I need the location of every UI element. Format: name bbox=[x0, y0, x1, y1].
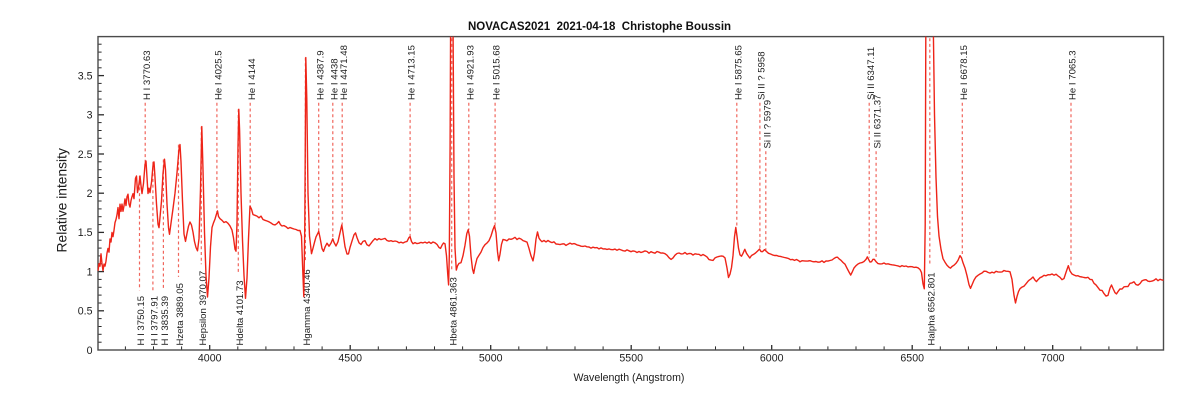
svg-text:0.5: 0.5 bbox=[78, 306, 93, 318]
svg-text:Si II 6371.37: Si II 6371.37 bbox=[873, 95, 884, 149]
svg-text:He I 4144: He I 4144 bbox=[247, 58, 258, 100]
svg-text:He I 4713.15: He I 4713.15 bbox=[407, 45, 418, 100]
svg-text:Relative intensity: Relative intensity bbox=[55, 148, 70, 252]
svg-text:Hepsilon 3970.07: Hepsilon 3970.07 bbox=[198, 271, 209, 346]
svg-text:He I 5875.65: He I 5875.65 bbox=[733, 45, 744, 100]
svg-text:5500: 5500 bbox=[619, 353, 643, 365]
svg-text:H I 3797.91: H I 3797.91 bbox=[150, 296, 161, 346]
svg-text:H I 3770.63: H I 3770.63 bbox=[142, 50, 153, 100]
svg-text:Hdelta 4101.73: Hdelta 4101.73 bbox=[235, 280, 246, 345]
svg-text:0: 0 bbox=[87, 345, 93, 357]
svg-text:Si II 6347.11: Si II 6347.11 bbox=[866, 47, 877, 100]
svg-text:6500: 6500 bbox=[900, 353, 924, 365]
svg-text:He I 7065.3: He I 7065.3 bbox=[1068, 50, 1079, 100]
svg-text:4500: 4500 bbox=[338, 353, 362, 365]
svg-text:He I 5015.68: He I 5015.68 bbox=[492, 45, 503, 100]
svg-text:2: 2 bbox=[87, 188, 93, 200]
svg-text:5000: 5000 bbox=[479, 353, 503, 365]
svg-text:H I 3750.15: H I 3750.15 bbox=[136, 296, 147, 346]
svg-text:He I 4438: He I 4438 bbox=[329, 58, 340, 100]
svg-text:7000: 7000 bbox=[1041, 353, 1065, 365]
svg-text:Si II ? 5958: Si II ? 5958 bbox=[757, 51, 768, 100]
svg-text:1: 1 bbox=[87, 266, 93, 278]
svg-text:Halpha 6562.801: Halpha 6562.801 bbox=[926, 272, 937, 345]
svg-text:He I 6678.15: He I 6678.15 bbox=[959, 45, 970, 100]
svg-text:He I 4921.93: He I 4921.93 bbox=[465, 45, 476, 100]
svg-text:Hbeta 4861.363: Hbeta 4861.363 bbox=[448, 277, 459, 345]
svg-text:NOVACAS2021 2021-04-18 Chris: NOVACAS2021 2021-04-18 Christophe Boussi… bbox=[468, 21, 731, 33]
svg-text:Si II ? 5979: Si II ? 5979 bbox=[762, 100, 773, 149]
svg-text:He I 4387.9: He I 4387.9 bbox=[315, 50, 326, 100]
svg-text:He I 4025.5: He I 4025.5 bbox=[214, 50, 225, 100]
svg-text:4000: 4000 bbox=[198, 353, 222, 365]
svg-text:Hgamma 4340.46: Hgamma 4340.46 bbox=[302, 269, 313, 345]
svg-text:He I 4471.48: He I 4471.48 bbox=[339, 45, 350, 100]
svg-text:6000: 6000 bbox=[760, 353, 784, 365]
svg-text:2.5: 2.5 bbox=[78, 149, 93, 161]
svg-text:1.5: 1.5 bbox=[78, 227, 93, 239]
svg-text:Hzeta 3889.05: Hzeta 3889.05 bbox=[175, 283, 186, 345]
svg-text:H I 3835.39: H I 3835.39 bbox=[160, 296, 171, 346]
svg-text:Wavelength (Angstrom): Wavelength (Angstrom) bbox=[574, 372, 685, 384]
svg-text:3.5: 3.5 bbox=[78, 70, 93, 82]
svg-text:3: 3 bbox=[87, 110, 93, 122]
